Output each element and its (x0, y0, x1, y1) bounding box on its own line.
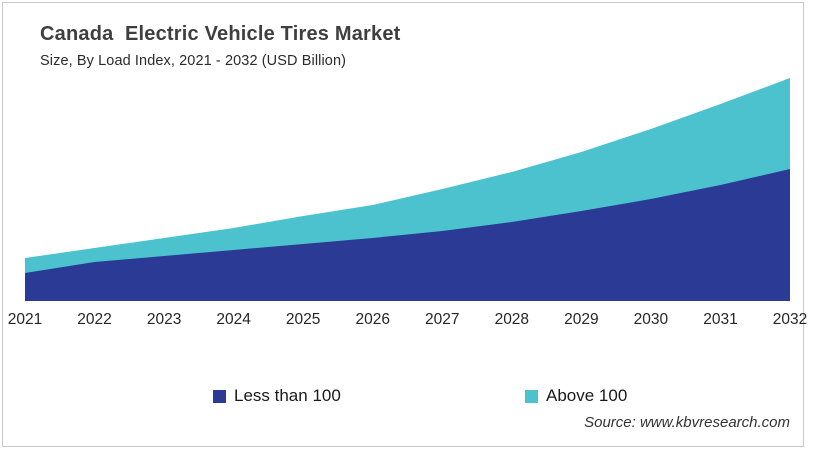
x-tick-label: 2023 (146, 311, 182, 328)
x-tick-label: 2032 (772, 311, 808, 328)
chart-title: Canada Electric Vehicle Tires Market (40, 23, 401, 45)
legend-label: Less than 100 (234, 386, 341, 405)
legend-item-less-than-100: Less than 100 (213, 386, 341, 406)
x-tick-label: 2025 (285, 311, 321, 328)
source-attribution: Source: www.kbvresearch.com (584, 414, 790, 431)
area-series (25, 169, 790, 301)
x-tick-label: 2028 (494, 311, 530, 328)
x-axis: 2021 2022 2023 2024 2025 2026 2027 2028 2029 2030… (0, 311, 817, 333)
x-tick-label: 2021 (7, 311, 43, 328)
x-tick-label: 2031 (703, 311, 738, 328)
legend-swatch-above-100 (525, 389, 538, 403)
legend-label: Above 100 (546, 386, 628, 405)
legend-swatch-less-than-100 (213, 389, 226, 403)
legend-item-above-100: Above 100 (525, 386, 627, 406)
chart-subtitle: Size, By Load Index, 2021 - 2032 (USD Bi… (40, 53, 347, 69)
x-tick-label: 2027 (425, 311, 460, 328)
x-tick-label: 2024 (216, 311, 251, 328)
x-tick-label: 2030 (633, 311, 669, 328)
x-tick-label: 2026 (355, 311, 390, 328)
legend: Less than 100 Above 100 (0, 386, 817, 408)
x-tick-label: 2029 (564, 311, 599, 328)
stacked-area-chart (25, 78, 790, 301)
x-tick-label: 2022 (77, 311, 112, 328)
